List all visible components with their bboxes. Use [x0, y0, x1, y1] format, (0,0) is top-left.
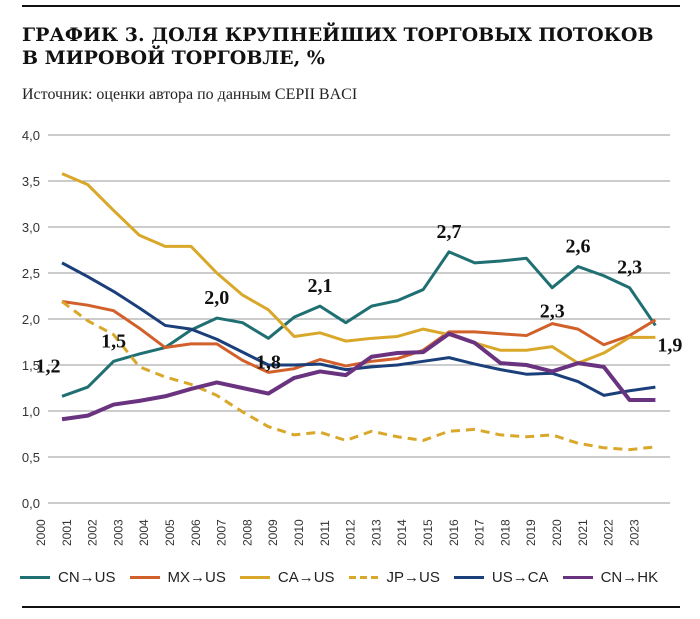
- legend-swatch: [562, 576, 593, 579]
- legend-swatch: [20, 576, 50, 579]
- x-tick-label: 2016: [447, 519, 461, 546]
- title-line-2: В МИРОВОЙ ТОРГОВЛЕ, %: [22, 47, 325, 69]
- data-label: 1,8: [256, 351, 281, 373]
- y-tick-label: 1,0: [22, 404, 40, 419]
- legend-label: CN→HK: [600, 569, 659, 586]
- series-line: [61, 261, 656, 397]
- legend: CN→US MX→US CA→US JP→US US→CA CN→HK: [20, 569, 658, 586]
- x-tick-label: 2019: [524, 519, 538, 546]
- legend-swatch: [453, 576, 484, 579]
- x-tick-label: 2010: [292, 519, 306, 546]
- y-tick-label: 0,5: [22, 450, 40, 465]
- legend-item: JP→US: [348, 569, 440, 586]
- y-tick-label: 4,0: [22, 128, 40, 143]
- legend-label: JP→US: [386, 569, 440, 586]
- title-line-1: ГРАФИК 3. ДОЛЯ КРУПНЕЙШИХ ТОРГОВЫХ ПОТОК…: [22, 24, 654, 46]
- y-tick-label: 2,0: [22, 312, 40, 327]
- x-tick-label: 2011: [318, 520, 332, 546]
- data-label: 2,3: [617, 257, 642, 279]
- top-rule: [22, 5, 680, 7]
- x-tick-label: 2014: [395, 519, 409, 546]
- y-tick-label: 3,5: [22, 174, 40, 189]
- legend-swatch: [239, 576, 270, 579]
- x-tick-label: 2004: [137, 519, 151, 546]
- data-label: 2,3: [540, 301, 565, 323]
- legend-label: CN→US: [58, 569, 116, 586]
- x-tick-label: 2017: [473, 519, 487, 546]
- data-label: 1,9: [657, 334, 682, 356]
- chart-title: ГРАФИК 3. ДОЛЯ КРУПНЕЙШИХ ТОРГОВЫХ ПОТОК…: [22, 24, 682, 70]
- legend-item: CN→HK: [562, 569, 659, 586]
- data-label: 2,6: [566, 236, 591, 258]
- series-line: [61, 300, 656, 452]
- line-chart: 0,0 0,5 1,0 1,5 2,0 2,5 3,0 3,5 4,0 2000 2001 2002 2…: [22, 128, 682, 546]
- series-line: [61, 172, 656, 365]
- x-tick-label: 2003: [111, 519, 125, 546]
- x-tick-label: 2001: [60, 519, 74, 546]
- x-tick-label: 2009: [266, 519, 280, 546]
- series-line: [61, 300, 657, 374]
- x-tick-label: 2002: [86, 519, 100, 546]
- x-tick-label: 2007: [215, 519, 229, 546]
- chart-subtitle: Источник: оценки автора по данным CEPII …: [22, 86, 358, 103]
- x-tick-label: 2000: [34, 519, 48, 546]
- y-tick-label: 3,0: [22, 220, 40, 235]
- x-tick-label: 2008: [240, 519, 254, 546]
- legend-swatch: [129, 576, 160, 579]
- x-tick-label: 2018: [498, 519, 512, 546]
- x-tick-label: 2020: [550, 519, 564, 546]
- x-tick-label: 2005: [163, 519, 177, 546]
- series-line: [61, 331, 656, 422]
- x-tick-label: 2021: [576, 519, 590, 546]
- bottom-rule: [22, 606, 680, 608]
- y-tick-label: 1,5: [22, 358, 40, 373]
- data-label: 2,0: [204, 287, 229, 309]
- legend-item: CN→US: [20, 569, 116, 586]
- legend-item: MX→US: [129, 569, 226, 586]
- legend-label: MX→US: [167, 569, 226, 586]
- x-tick-label: 2015: [421, 519, 435, 546]
- x-tick-label: 2006: [189, 519, 203, 546]
- data-label: 2,7: [437, 221, 462, 243]
- x-tick-label: 2022: [602, 519, 616, 546]
- series-line: [61, 250, 657, 398]
- data-label: 2,1: [308, 275, 333, 297]
- legend-swatch: [348, 576, 379, 579]
- x-tick-label: 2012: [344, 519, 358, 546]
- legend-label: US→CA: [491, 569, 549, 586]
- y-tick-label: 2,5: [22, 266, 40, 281]
- x-tick-label: 2023: [627, 519, 641, 546]
- legend-label: CA→US: [277, 569, 335, 586]
- data-label: 1,2: [36, 355, 61, 377]
- y-tick-label: 0,0: [22, 496, 40, 511]
- data-label: 1,5: [101, 330, 126, 352]
- legend-item: US→CA: [453, 569, 549, 586]
- legend-item: CA→US: [239, 569, 335, 586]
- x-tick-label: 2013: [369, 519, 383, 546]
